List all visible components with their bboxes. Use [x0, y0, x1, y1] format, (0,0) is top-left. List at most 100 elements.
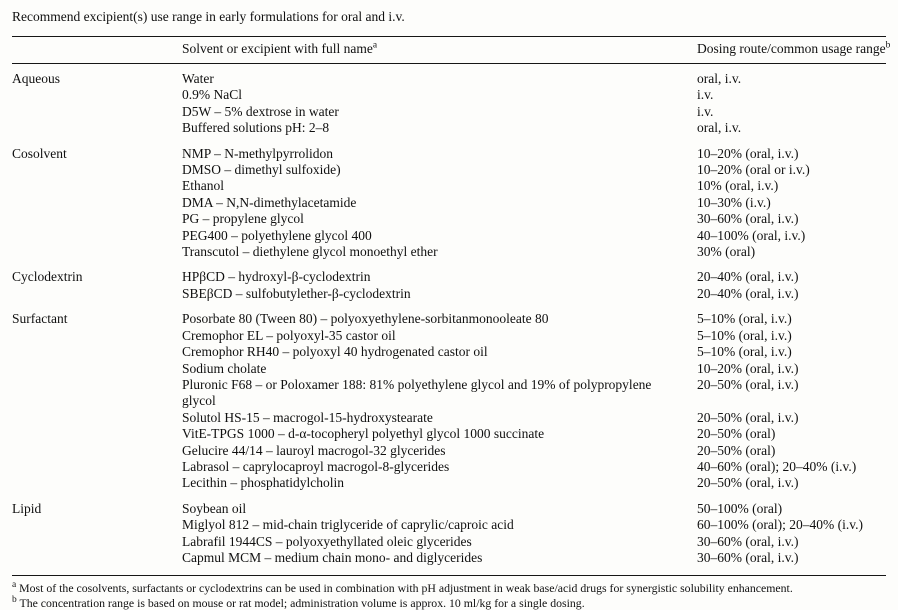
footnote-a: a Most of the cosolvents, surfactants or… [12, 581, 886, 596]
category-cell [12, 361, 182, 377]
table-row: Solutol HS-15 – macrogol-15-hydroxystear… [12, 410, 886, 426]
excipient-name-cell: Labrafil 1944CS – polyoxyethyllated olei… [182, 533, 472, 549]
usage-range-cell: 20–50% (oral) [697, 442, 776, 458]
category-cell [12, 178, 182, 194]
category-cell: Cosolvent [12, 145, 67, 161]
usage-range-cell: 5–10% (oral, i.v.) [697, 327, 792, 343]
usage-range-cell: 5–10% (oral, i.v.) [697, 311, 792, 327]
category-cell [12, 377, 182, 410]
usage-range-cell: 30% (oral) [697, 244, 756, 260]
header-solvent-label: Solvent or excipient with full name [182, 41, 373, 56]
excipient-name-cell: SBEβCD – sulfobutylether-β-cyclodextrin [182, 285, 411, 301]
excipient-name-cell: Miglyol 812 – mid-chain triglyceride of … [182, 517, 514, 533]
table-row: Transcutol – diethylene glycol monoethyl… [12, 244, 886, 260]
excipient-name-cell: Ethanol [182, 178, 224, 194]
table-row: Cyclodextrin HPβCD – hydroxyl-β-cyclodext… [12, 269, 886, 285]
table-row: Lipid Soybean oil 50–100% (oral) [12, 501, 886, 517]
excipient-name-cell: Solutol HS-15 – macrogol-15-hydroxystear… [182, 409, 433, 425]
footnotes: a Most of the cosolvents, surfactants or… [12, 576, 886, 610]
table-row: VitE-TPGS 1000 – d-α-tocopheryl polyethy… [12, 426, 886, 442]
table-row: PG – propylene glycol 30–60% (oral, i.v.) [12, 211, 886, 227]
table-row: Capmul MCM – medium chain mono- and digl… [12, 550, 886, 566]
footnote-a-text: Most of the cosolvents, surfactants or c… [19, 581, 793, 596]
category-cell: Surfactant [12, 311, 68, 327]
category-cell [12, 517, 182, 533]
excipient-name-cell: D5W – 5% dextrose in water [182, 103, 339, 119]
usage-range-cell: i.v. [697, 87, 714, 103]
category-cell [12, 475, 182, 491]
table-row: DMA – N,N-dimethylacetamide 10–30% (i.v.) [12, 195, 886, 211]
category-cell [12, 534, 182, 550]
category-cell [12, 228, 182, 244]
usage-range-cell: 10% (oral, i.v.) [697, 178, 779, 194]
table-row: Gelucire 44/14 – lauroyl macrogol-32 gly… [12, 443, 886, 459]
category-cell [12, 426, 182, 442]
category-cell [12, 344, 182, 360]
excipient-name-cell: DMA – N,N-dimethylacetamide [182, 194, 357, 210]
table-row: Surfactant Posorbate 80 (Tween 80) – poly… [12, 311, 886, 327]
usage-range-cell: 40–60% (oral); 20–40% (i.v.) [697, 458, 857, 474]
usage-range-cell: 10–20% (oral or i.v.) [697, 162, 810, 178]
category-cell [12, 286, 182, 302]
usage-range-cell: oral, i.v. [697, 71, 742, 86]
table-row: Aqueous Water oral, i.v. [12, 71, 886, 87]
table-row: Sodium cholate 10–20% (oral, i.v.) [12, 361, 886, 377]
usage-range-cell: 20–50% (oral, i.v.) [697, 475, 799, 491]
excipient-name-cell: PG – propylene glycol [182, 211, 304, 227]
table-caption: Recommend excipient(s) use range in earl… [12, 9, 405, 24]
category-cell [12, 120, 182, 136]
category-cell [12, 104, 182, 120]
table-body: Aqueous Water oral, i.v. 0.9% NaCl i.v. D5W –… [12, 64, 886, 577]
footnote-b-text: The concentration range is based on mous… [19, 595, 585, 610]
category-cell [12, 459, 182, 475]
usage-range-cell: 30–60% (oral, i.v.) [697, 211, 799, 227]
category-cell [12, 550, 182, 566]
excipient-name-cell: Buffered solutions pH: 2–8 [182, 120, 330, 136]
usage-range-cell: 20–50% (oral, i.v.) [697, 409, 799, 425]
table-row: Miglyol 812 – mid-chain triglyceride of … [12, 517, 886, 533]
header-dosing-cell: Dosing route/common usage rangeb [697, 41, 890, 57]
excipient-table: Solvent or excipient with full namea Dos… [12, 36, 890, 577]
excipient-name-cell: 0.9% NaCl [182, 87, 242, 103]
category-cell [12, 87, 182, 103]
usage-range-cell: 20–40% (oral, i.v.) [697, 269, 799, 285]
header-dosing-label: Dosing route/common usage range [697, 41, 886, 56]
usage-range-cell: 5–10% (oral, i.v.) [697, 344, 792, 360]
excipient-name-cell: PEG400 – polyethylene glycol 400 [182, 227, 372, 243]
category-cell [12, 162, 182, 178]
header-dosing-footnote-ref: b [885, 40, 891, 51]
excipient-name-cell: Labrasol – caprylocaproyl macrogol-8-gly… [182, 458, 450, 474]
excipient-name-cell: Water [182, 71, 214, 86]
header-solvent-cell: Solvent or excipient with full namea [182, 41, 697, 57]
table-header-row: Solvent or excipient with full namea Dos… [12, 36, 890, 64]
table-group-aqueous: Aqueous Water oral, i.v. 0.9% NaCl i.v. D5W –… [12, 71, 886, 137]
excipient-name-cell: Gelucire 44/14 – lauroyl macrogol-32 gly… [182, 442, 446, 458]
excipient-name-cell: Sodium cholate [182, 360, 267, 376]
table-row: Labrafil 1944CS – polyoxyethyllated olei… [12, 534, 886, 550]
table-row: SBEβCD – sulfobutylether-β-cyclodextrin 2… [12, 286, 886, 302]
table-row: Cremophor RH40 – polyoxyl 40 hydrogenate… [12, 344, 886, 360]
header-solvent-footnote-ref: a [372, 40, 378, 51]
usage-range-cell: 50–100% (oral) [697, 500, 783, 516]
table-row: Lecithin – phosphatidylcholin 20–50% (ora… [12, 475, 886, 491]
table-row: 0.9% NaCl i.v. [12, 87, 886, 103]
category-cell [12, 195, 182, 211]
footnote-b: b The concentration range is based on mo… [12, 594, 886, 610]
excipient-name-cell: Cremophor EL – polyoxyl-35 castor oil [182, 327, 396, 343]
table-row: D5W – 5% dextrose in water i.v. [12, 104, 886, 120]
excipient-name-cell: Soybean oil [182, 500, 247, 516]
table-row: PEG400 – polyethylene glycol 400 40–100% … [12, 228, 886, 244]
excipient-name-cell: Posorbate 80 (Tween 80) – polyoxyethylen… [182, 311, 549, 327]
excipient-name-cell: Transcutol – diethylene glycol monoethyl… [182, 244, 438, 260]
table-group-lipid: Lipid Soybean oil 50–100% (oral) Miglyol 81… [12, 501, 886, 567]
usage-range-cell: 10–20% (oral, i.v.) [697, 360, 799, 376]
header-category-cell [12, 41, 182, 57]
category-cell: Cyclodextrin [12, 269, 83, 285]
table-group-cosolvent: Cosolvent NMP – N-methylpyrrolidon 10–20% … [12, 146, 886, 261]
footnote-b-marker: b [12, 594, 17, 605]
excipient-name-cell: Lecithin – phosphatidylcholin [182, 475, 344, 491]
excipient-name-cell: DMSO – dimethyl sulfoxide) [182, 162, 341, 178]
category-cell: Aqueous [12, 71, 60, 86]
excipient-name-cell: NMP – N-methylpyrrolidon [182, 145, 333, 161]
table-row: Cosolvent NMP – N-methylpyrrolidon 10–20% … [12, 146, 886, 162]
